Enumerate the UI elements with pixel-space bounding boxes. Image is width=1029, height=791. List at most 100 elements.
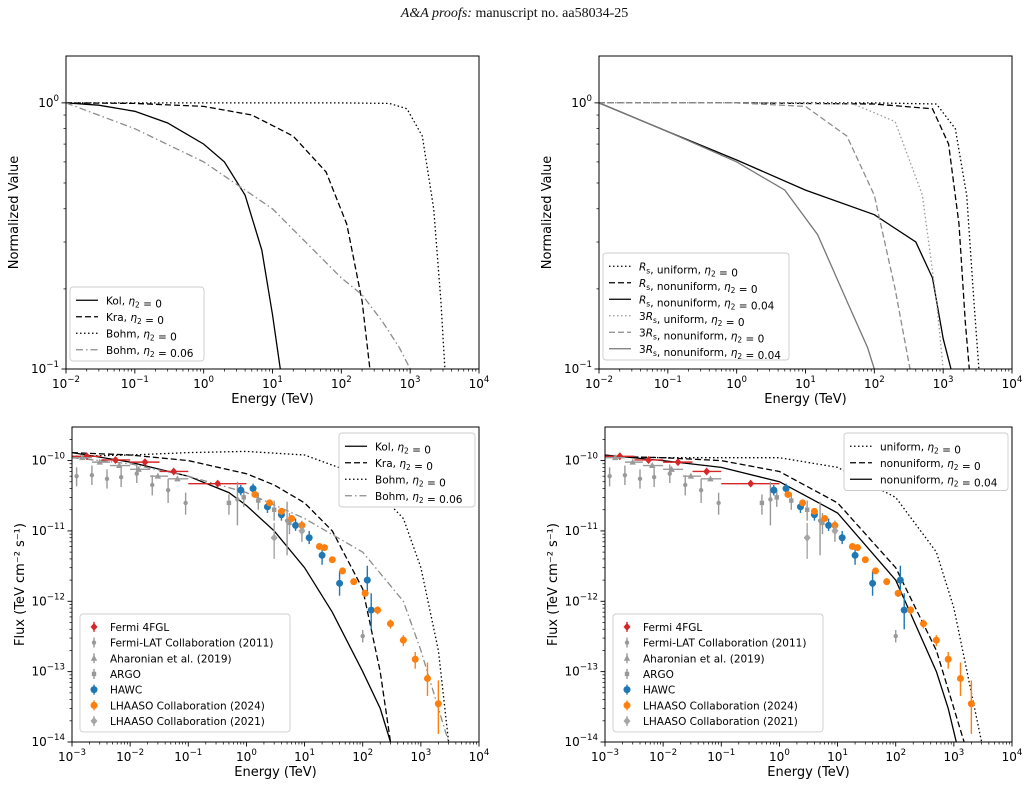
data-point	[165, 487, 171, 493]
data-point	[629, 458, 636, 465]
y-tick-label: 10−13	[565, 663, 598, 679]
legend-label: Bohm, η2 = 0	[375, 474, 446, 489]
legend-label: LHAASO Collaboration (2024)	[643, 700, 798, 712]
plot-frame	[65, 55, 480, 370]
legend-label: 3Rs, nonuniform, η2 = 0.04	[639, 344, 781, 362]
legend-label: Fermi-LAT Collaboration (2011)	[643, 638, 806, 650]
legend-label: Rs, nonuniform, η2 = 0	[639, 278, 758, 296]
data-point	[336, 579, 344, 587]
y-tick-label: 10−1	[31, 360, 59, 376]
legend-marker	[624, 671, 630, 677]
data-point	[759, 500, 765, 506]
legend-label: Fermi 4FGL	[643, 622, 702, 634]
data-point	[150, 482, 155, 488]
y-tick-label: 10−11	[32, 522, 65, 538]
legend-label: Bohm, η2 = 0	[106, 328, 177, 343]
x-tick-label: 102	[352, 748, 373, 764]
legend-marker	[623, 654, 631, 661]
legend-box	[79, 613, 291, 733]
series-line	[66, 102, 411, 369]
data-point	[399, 636, 407, 644]
legend-label: Bohm, η2 = 0.06	[106, 345, 194, 360]
y-axis-label: Normalized Value	[540, 156, 555, 270]
data-point	[821, 515, 829, 523]
x-tick-label: 10−3	[591, 748, 619, 764]
data-point	[266, 499, 274, 507]
data-point	[339, 567, 347, 575]
x-tick-label: 100	[769, 748, 790, 764]
series-line	[605, 455, 965, 742]
x-tick-label: 10−1	[707, 748, 735, 764]
data-point	[707, 475, 714, 482]
x-tick-label: 10−1	[654, 375, 682, 391]
data-point	[894, 589, 902, 597]
data-point	[183, 500, 188, 506]
data-point	[237, 486, 245, 494]
data-point	[305, 534, 313, 542]
x-tick-label: 101	[294, 748, 315, 764]
data-point	[703, 467, 711, 476]
legend-label: Kol, η2 = 0	[375, 441, 431, 456]
y-tick-label: 100	[571, 94, 592, 110]
data-point	[667, 471, 672, 476]
data-point	[360, 633, 365, 639]
data-point	[271, 507, 277, 512]
data-point	[683, 482, 688, 488]
observation-group	[605, 452, 975, 734]
data-point	[649, 462, 656, 469]
legend-label: 3Rs, nonuniform, η2 = 0	[639, 327, 764, 345]
series-line	[605, 455, 983, 742]
data-point	[799, 499, 807, 507]
data-point	[350, 578, 358, 586]
x-tick-label: 10−1	[174, 748, 202, 764]
legend-box	[843, 432, 1009, 491]
data-point	[104, 476, 110, 482]
legend-marker	[90, 622, 98, 631]
data-point	[79, 454, 86, 461]
data-point	[716, 500, 721, 506]
data-point	[134, 471, 139, 476]
data-point	[774, 495, 779, 500]
y-tick-label: 10−14	[32, 733, 65, 749]
legend-label: Rs, nonuniform, η2 = 0.04	[639, 294, 775, 312]
legend-label: Aharonian et al. (2019)	[110, 653, 232, 665]
data-point	[861, 556, 869, 564]
legend-marker	[91, 671, 97, 677]
y-tick-label: 10−12	[32, 592, 65, 608]
legend: Fermi 4FGL Fermi-LAT Collaboration (2011)…	[79, 613, 291, 733]
y-tick-label: 10−12	[565, 592, 598, 608]
legend-marker	[623, 686, 631, 694]
x-tick-label: 102	[885, 748, 906, 764]
curve-group	[66, 102, 446, 369]
data-point	[411, 655, 419, 663]
series-line	[599, 102, 970, 369]
legend-label: Kra, η2 = 0	[375, 458, 433, 473]
data-point	[241, 495, 246, 500]
x-tick-label: 10−3	[58, 748, 86, 764]
data-point	[363, 576, 371, 584]
data-point	[900, 606, 908, 614]
data-point	[789, 498, 794, 503]
data-point	[423, 674, 431, 682]
legend-box	[612, 613, 824, 733]
data-point	[141, 458, 149, 467]
data-point	[883, 578, 891, 586]
series-line	[599, 102, 944, 369]
legend-marker	[91, 640, 97, 645]
series-line	[599, 102, 875, 369]
x-tick-label: 103	[943, 748, 964, 764]
x-tick-label: 103	[410, 748, 431, 764]
x-tick-label: 101	[827, 748, 848, 764]
legend-marker	[624, 640, 630, 645]
legend-label: nonuniform, η2 = 0.04	[880, 474, 998, 489]
legend-label: LHAASO Collaboration (2021)	[643, 716, 798, 728]
data-point	[804, 507, 810, 512]
legend-label: Rs, uniform, η2 = 0	[639, 261, 738, 279]
y-tick-label: 10−1	[564, 360, 592, 376]
data-point	[919, 620, 927, 628]
data-point	[89, 472, 95, 478]
data-point	[298, 526, 306, 535]
series-line	[66, 102, 371, 369]
